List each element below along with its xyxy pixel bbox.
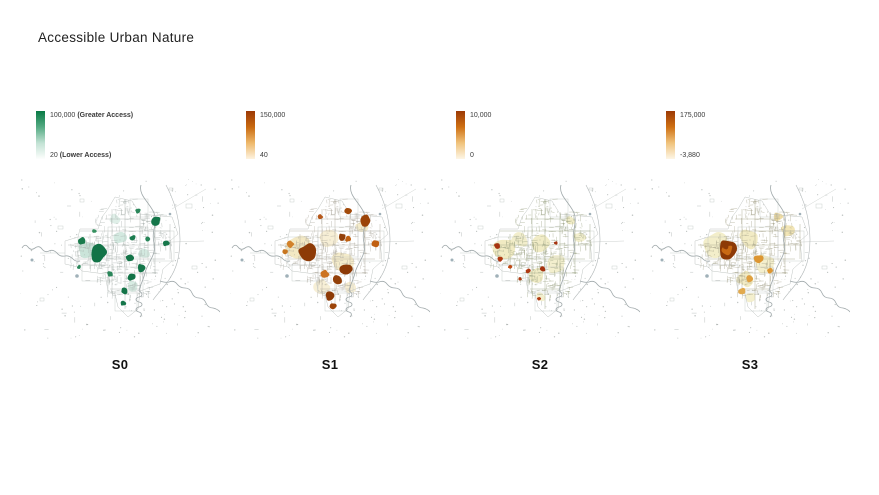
scenario-label-s1: S1 (321, 357, 339, 372)
legend-min-row: 20 (Lower Access) (50, 152, 133, 159)
legend-gradient-bar (666, 111, 675, 159)
map-canvas-s3 (650, 179, 850, 339)
legend-min-note: (Lower Access) (59, 152, 112, 159)
legend-labels: 150,000 40 (260, 111, 287, 159)
legend-gradient-bar (246, 111, 255, 159)
legend-max-row: 175,000 (680, 112, 707, 119)
legend-max-value: 175,000 (680, 112, 706, 119)
legend-gradient-bar (456, 111, 465, 159)
map-s0 (20, 179, 220, 339)
legend-min-value: -3,880 (680, 152, 700, 159)
legend-max-value: 150,000 (260, 112, 286, 119)
legend-min-row: 40 (260, 152, 287, 159)
legend-labels: 10,000 0 (470, 111, 493, 159)
map-canvas-s2 (440, 179, 640, 339)
legend-s0: 100,000 (Greater Access) 20 (Lower Access) (36, 111, 226, 159)
page-title: Accessible Urban Nature (38, 30, 195, 45)
legend-max-value: 100,000 (50, 112, 76, 119)
map-canvas-s0 (20, 179, 220, 339)
legend-max-note: (Greater Access) (77, 112, 134, 119)
legend-max-row: 100,000 (Greater Access) (50, 112, 133, 119)
legend-min-value: 20 (50, 152, 58, 159)
legend-labels: 100,000 (Greater Access) 20 (Lower Access) (50, 111, 133, 159)
panel-s0: 100,000 (Greater Access) 20 (Lower Access)… (16, 111, 226, 451)
legend-max-row: 150,000 (260, 112, 287, 119)
legend-max-row: 10,000 (470, 112, 493, 119)
legend-labels: 175,000 -3,880 (680, 111, 707, 159)
map-s2 (440, 179, 640, 339)
map-s1 (230, 179, 430, 339)
scenario-label-s3: S3 (741, 357, 759, 372)
legend-min-value: 40 (260, 152, 268, 159)
panel-s1: 150,000 40 S1 (226, 111, 436, 451)
legend-s1: 150,000 40 (246, 111, 436, 159)
legend-min-row: -3,880 (680, 152, 707, 159)
panel-s3: 175,000 -3,880 S3 (646, 111, 856, 451)
map-canvas-s1 (230, 179, 430, 339)
legend-min-value: 0 (470, 152, 474, 159)
legend-min-row: 0 (470, 152, 493, 159)
legend-s2: 10,000 0 (456, 111, 646, 159)
scenario-label-s0: S0 (111, 357, 129, 372)
legend-gradient-bar (36, 111, 45, 159)
map-s3 (650, 179, 850, 339)
scenario-label-s2: S2 (531, 357, 549, 372)
legend-s3: 175,000 -3,880 (666, 111, 856, 159)
legend-max-value: 10,000 (470, 112, 492, 119)
panel-s2: 10,000 0 S2 (436, 111, 646, 451)
